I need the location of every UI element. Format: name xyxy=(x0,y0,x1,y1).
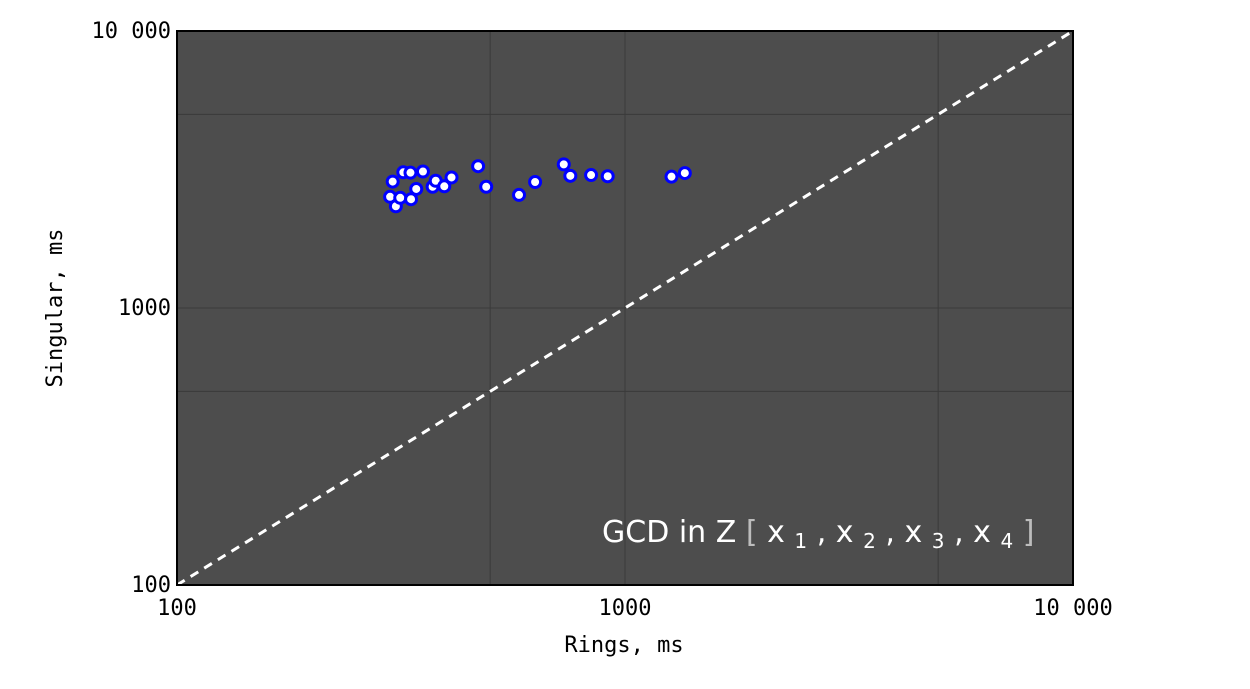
plot-frame xyxy=(176,30,1074,586)
annotation-comma-1: , xyxy=(817,515,827,550)
y-axis-label: Singular, ms xyxy=(43,229,68,388)
annotation-close-bracket: ] xyxy=(1023,515,1035,550)
data-point xyxy=(664,169,679,184)
annotation-var-3: x xyxy=(904,515,922,550)
data-point xyxy=(403,165,418,180)
annotation-var-4: x xyxy=(973,515,991,550)
data-point xyxy=(528,175,543,190)
grid xyxy=(177,31,1073,585)
annotation-sub-3: 3 xyxy=(932,529,945,553)
y-tick-label: 1000 xyxy=(118,296,171,321)
data-point xyxy=(563,168,578,183)
data-point xyxy=(385,174,400,189)
data-point xyxy=(479,179,494,194)
data-point xyxy=(677,166,692,181)
data-point xyxy=(512,187,527,202)
data-point xyxy=(437,179,452,194)
data-point xyxy=(584,168,599,183)
gcd-annotation: GCD in Z [ x 1 , x 2 , x 3 , x 4 ] xyxy=(602,515,1034,556)
data-points xyxy=(383,157,692,214)
data-point xyxy=(415,164,430,179)
x-tick-labels: 100 1000 10 000 xyxy=(157,596,1113,621)
data-point xyxy=(404,192,419,207)
data-point xyxy=(471,159,486,174)
data-point xyxy=(393,190,408,205)
x-axis-label: Rings, ms xyxy=(564,633,683,658)
y-tick-label: 100 xyxy=(131,573,171,598)
annotation-open-bracket: [ xyxy=(746,515,758,550)
y-tick-labels: 100 1000 10 000 xyxy=(92,19,171,598)
data-point xyxy=(556,157,571,172)
annotation-comma-3: , xyxy=(954,515,964,550)
annotation-sub-4: 4 xyxy=(1000,529,1013,553)
annotation-comma-2: , xyxy=(885,515,895,550)
annotation-sub-1: 1 xyxy=(794,529,807,553)
annotation-var-2: x xyxy=(836,515,854,550)
y-tick-label: 10 000 xyxy=(92,19,171,44)
data-point xyxy=(444,170,459,185)
annotation-prefix: GCD in Z xyxy=(602,515,736,550)
annotation-sub-2: 2 xyxy=(863,529,876,553)
x-tick-label: 100 xyxy=(157,596,197,621)
x-tick-label: 1000 xyxy=(599,596,652,621)
data-point xyxy=(409,181,424,196)
x-tick-label: 10 000 xyxy=(1033,596,1112,621)
data-point xyxy=(600,169,615,184)
annotation-var-1: x xyxy=(767,515,785,550)
